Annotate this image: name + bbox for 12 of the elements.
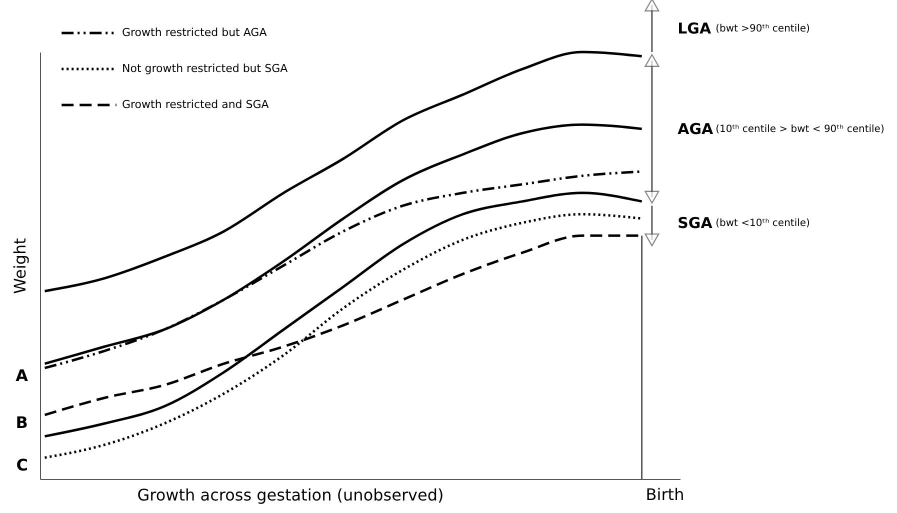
text: C <box>16 456 28 475</box>
annotation: AGA (10ᵗʰ centile > bwt < 90ᵗʰ centile) <box>678 120 884 138</box>
legend-label: Growth restricted and SGA <box>122 98 270 111</box>
text: A <box>16 366 29 385</box>
text: LGA (bwt >90ᵗʰ centile) <box>678 20 810 38</box>
annotation: SGA (bwt <10ᵗʰ centile) <box>678 214 810 232</box>
x-axis-title: Growth across gestation (unobserved) <box>137 486 444 504</box>
legend-label: Growth restricted but AGA <box>122 26 268 39</box>
text: Birth <box>646 485 684 504</box>
legend-label: Not growth restricted but SGA <box>122 62 288 75</box>
y-axis-title: Weight <box>10 238 30 294</box>
text: B <box>16 412 28 432</box>
